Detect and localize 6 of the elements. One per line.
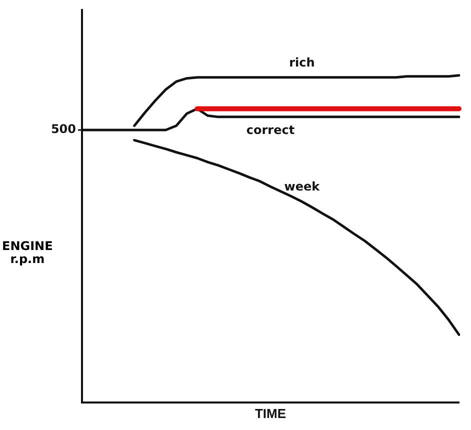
series-label: rich xyxy=(289,55,315,70)
series-label: week xyxy=(284,180,321,194)
text: 500 xyxy=(50,122,76,136)
series-label: correct xyxy=(246,123,295,138)
y-axis-title: ENGINE r.p.m xyxy=(2,239,53,266)
x-axis-title: TIME xyxy=(254,406,286,421)
